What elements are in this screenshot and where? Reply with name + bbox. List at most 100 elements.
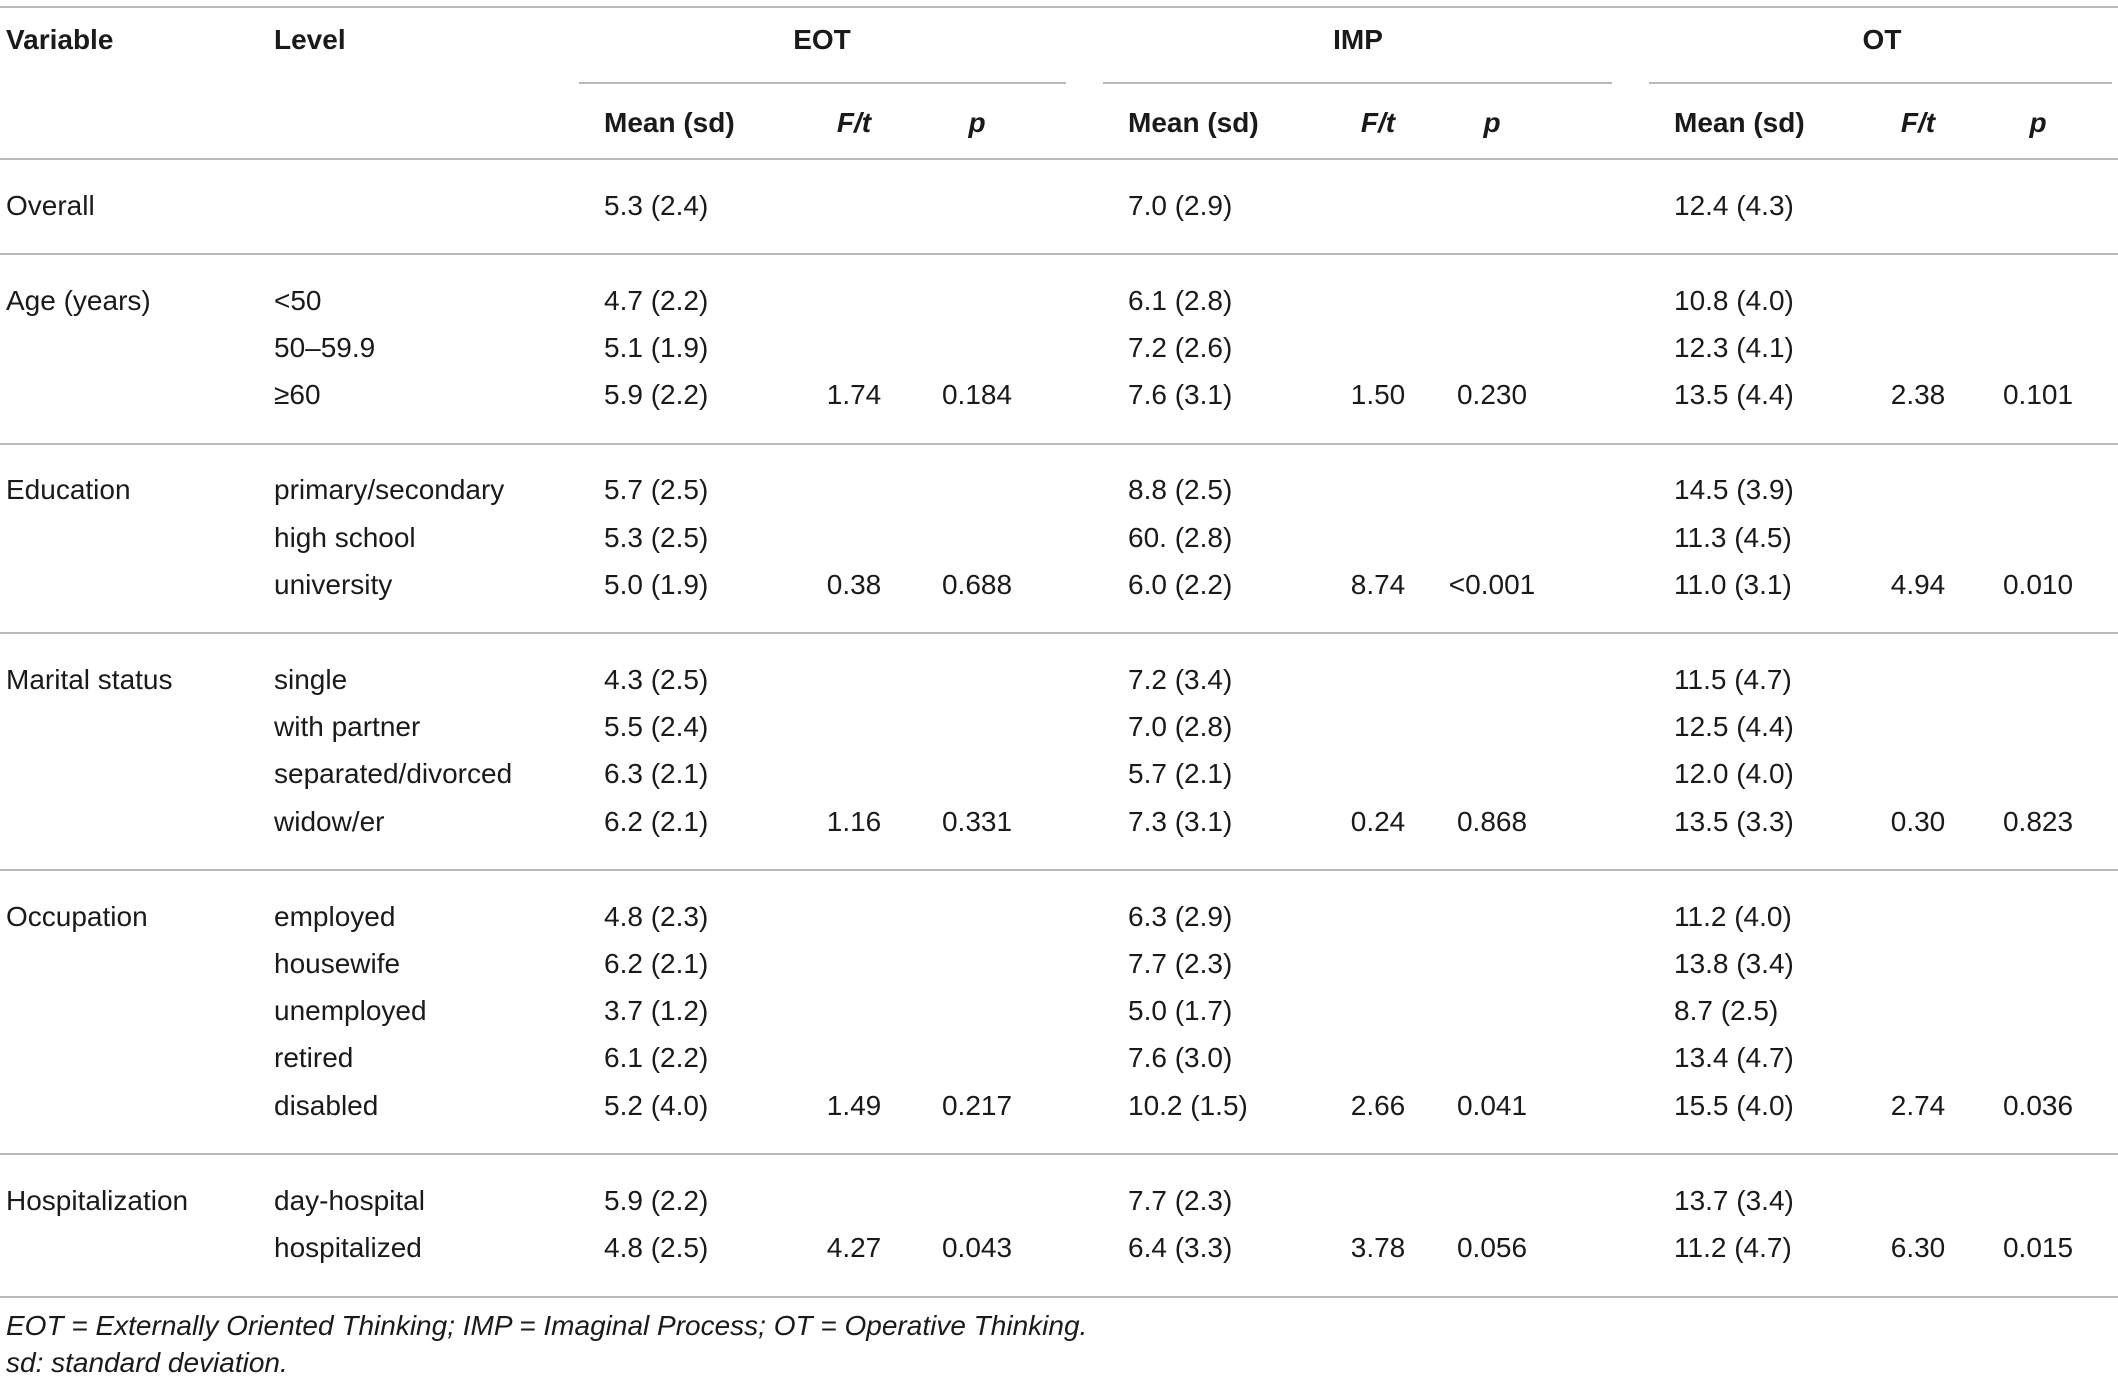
f-t-value: 4.94 [1890,568,1946,600]
variable-label: Age (years) [6,284,151,316]
mean-sd-value: 5.3 (2.5) [604,521,709,553]
mean-sd-value: 11.5 (4.7) [1674,664,1792,695]
p-value: 0.868 [1456,805,1528,837]
mean-sd-value: 4.8 (2.5) [604,1232,709,1263]
column-header-f-t: F/t [1360,107,1396,138]
mean-sd-value: 5.0 (1.7) [1128,995,1233,1027]
mean-sd-value: 6.2 (2.1) [604,805,709,837]
column-group-header-ot: OT [1862,24,1902,55]
variable-label: Occupation [6,900,148,932]
mean-sd-value: 4.7 (2.2) [604,284,709,316]
mean-sd-value: 5.5 (2.4) [604,711,709,743]
mean-sd-value: 5.7 (2.1) [1128,758,1233,790]
variable-label: Overall [6,189,95,221]
mean-sd-value: 6.1 (2.8) [1128,284,1233,316]
column-header-mean-sd: Mean (sd) [604,107,735,138]
column-header-p: p [2029,107,2047,138]
mean-sd-value: 7.0 (2.8) [1128,711,1233,743]
p-value: 0.056 [1456,1232,1528,1263]
section-rule [0,632,2118,635]
group-rule-ot [1649,82,2112,84]
column-group-header-eot: EOT [793,24,851,55]
mean-sd-value: 3.7 (1.2) [604,995,709,1027]
mean-sd-value: 5.7 (2.5) [604,474,709,506]
variable-label: Hospitalization [6,1184,189,1216]
mean-sd-value: 11.2 (4.7) [1674,1232,1792,1263]
p-value: 0.331 [941,805,1013,837]
level-label: separated/divorced [274,758,513,790]
column-header-mean-sd: Mean (sd) [1128,107,1259,138]
f-t-value: 1.16 [826,805,882,837]
mean-sd-value: 6.2 (2.1) [604,948,709,979]
mean-sd-value: 7.7 (2.3) [1128,1184,1233,1216]
f-t-value: 6.30 [1890,1232,1946,1263]
section-rule [0,1153,2118,1156]
mean-sd-value: 11.2 (4.0) [1674,900,1792,932]
column-header-p: p [968,107,986,138]
level-label: disabled [274,1089,379,1121]
mean-sd-value: 7.6 (3.1) [1128,379,1233,411]
f-t-value: 0.24 [1350,805,1406,837]
mean-sd-value: 10.8 (4.0) [1674,284,1794,316]
mean-sd-value: 13.7 (3.4) [1674,1184,1794,1216]
column-header-variable: Variable [6,24,114,55]
results-table: Variable Level EOT Mean (sd) F/t p IMP Mean (sd… [0,6,2118,1378]
column-header-f-t: F/t [836,107,872,138]
mean-sd-value: 6.0 (2.2) [1128,568,1233,600]
mean-sd-value: 5.1 (1.9) [604,332,709,363]
mean-sd-value: 4.8 (2.3) [604,900,709,932]
p-value: 0.230 [1456,379,1528,411]
mean-sd-value: 10.2 (1.5) [1128,1089,1248,1121]
mean-sd-value: 11.3 (4.5) [1674,521,1792,553]
level-label: hospitalized [274,1232,422,1263]
level-label: retired [274,1042,354,1074]
level-label: with partner [274,711,421,743]
mean-sd-value: 5.9 (2.2) [604,379,709,411]
table-footnote: EOT = Externally Oriented Thinking; IMP … [6,1309,1088,1341]
header-bottom-rule [0,158,2118,160]
p-value: 0.184 [941,379,1013,411]
p-value: 0.036 [2002,1089,2074,1121]
f-t-value: 2.66 [1350,1089,1406,1121]
f-t-value: 0.38 [826,568,882,600]
f-t-value: 3.78 [1350,1232,1406,1263]
mean-sd-value: 14.5 (3.9) [1674,474,1794,506]
variable-label: Education [6,474,131,506]
mean-sd-value: 4.3 (2.5) [604,664,709,695]
f-t-value: 8.74 [1350,568,1406,600]
mean-sd-value: 12.3 (4.1) [1674,332,1794,363]
group-rule-eot [579,82,1066,84]
mean-sd-value: 7.6 (3.0) [1128,1042,1233,1074]
section-rule [0,1295,2118,1298]
mean-sd-value: 7.0 (2.9) [1128,189,1233,221]
level-label: unemployed [274,995,427,1027]
level-label: university [274,568,393,600]
level-label: <50 [274,284,322,316]
f-t-value: 1.50 [1350,379,1406,411]
p-value: 0.041 [1456,1089,1528,1121]
p-value: 0.823 [2002,805,2074,837]
mean-sd-value: 8.8 (2.5) [1128,474,1233,506]
level-label: employed [274,900,396,932]
level-label: ≥60 [274,379,321,411]
level-label: high school [274,521,416,553]
level-label: primary/secondary [274,474,505,506]
f-t-value: 1.49 [826,1089,882,1121]
level-label: single [274,664,348,695]
mean-sd-value: 12.5 (4.4) [1674,711,1794,743]
mean-sd-value: 7.7 (2.3) [1128,948,1233,979]
column-header-p: p [1483,107,1501,138]
variable-label: Marital status [6,664,173,695]
mean-sd-value: 11.0 (3.1) [1674,568,1792,600]
mean-sd-value: 12.0 (4.0) [1674,758,1794,790]
mean-sd-value: 60. (2.8) [1128,521,1233,553]
column-group-header-imp: IMP [1333,24,1383,55]
f-t-value: 1.74 [826,379,882,411]
section-rule [0,253,2118,256]
f-t-value: 2.74 [1890,1089,1946,1121]
mean-sd-value: 6.1 (2.2) [604,1042,709,1074]
table-top-rule [0,6,2118,8]
mean-sd-value: 8.7 (2.5) [1674,995,1779,1027]
mean-sd-value: 13.5 (3.3) [1674,805,1794,837]
column-header-mean-sd: Mean (sd) [1674,107,1805,138]
